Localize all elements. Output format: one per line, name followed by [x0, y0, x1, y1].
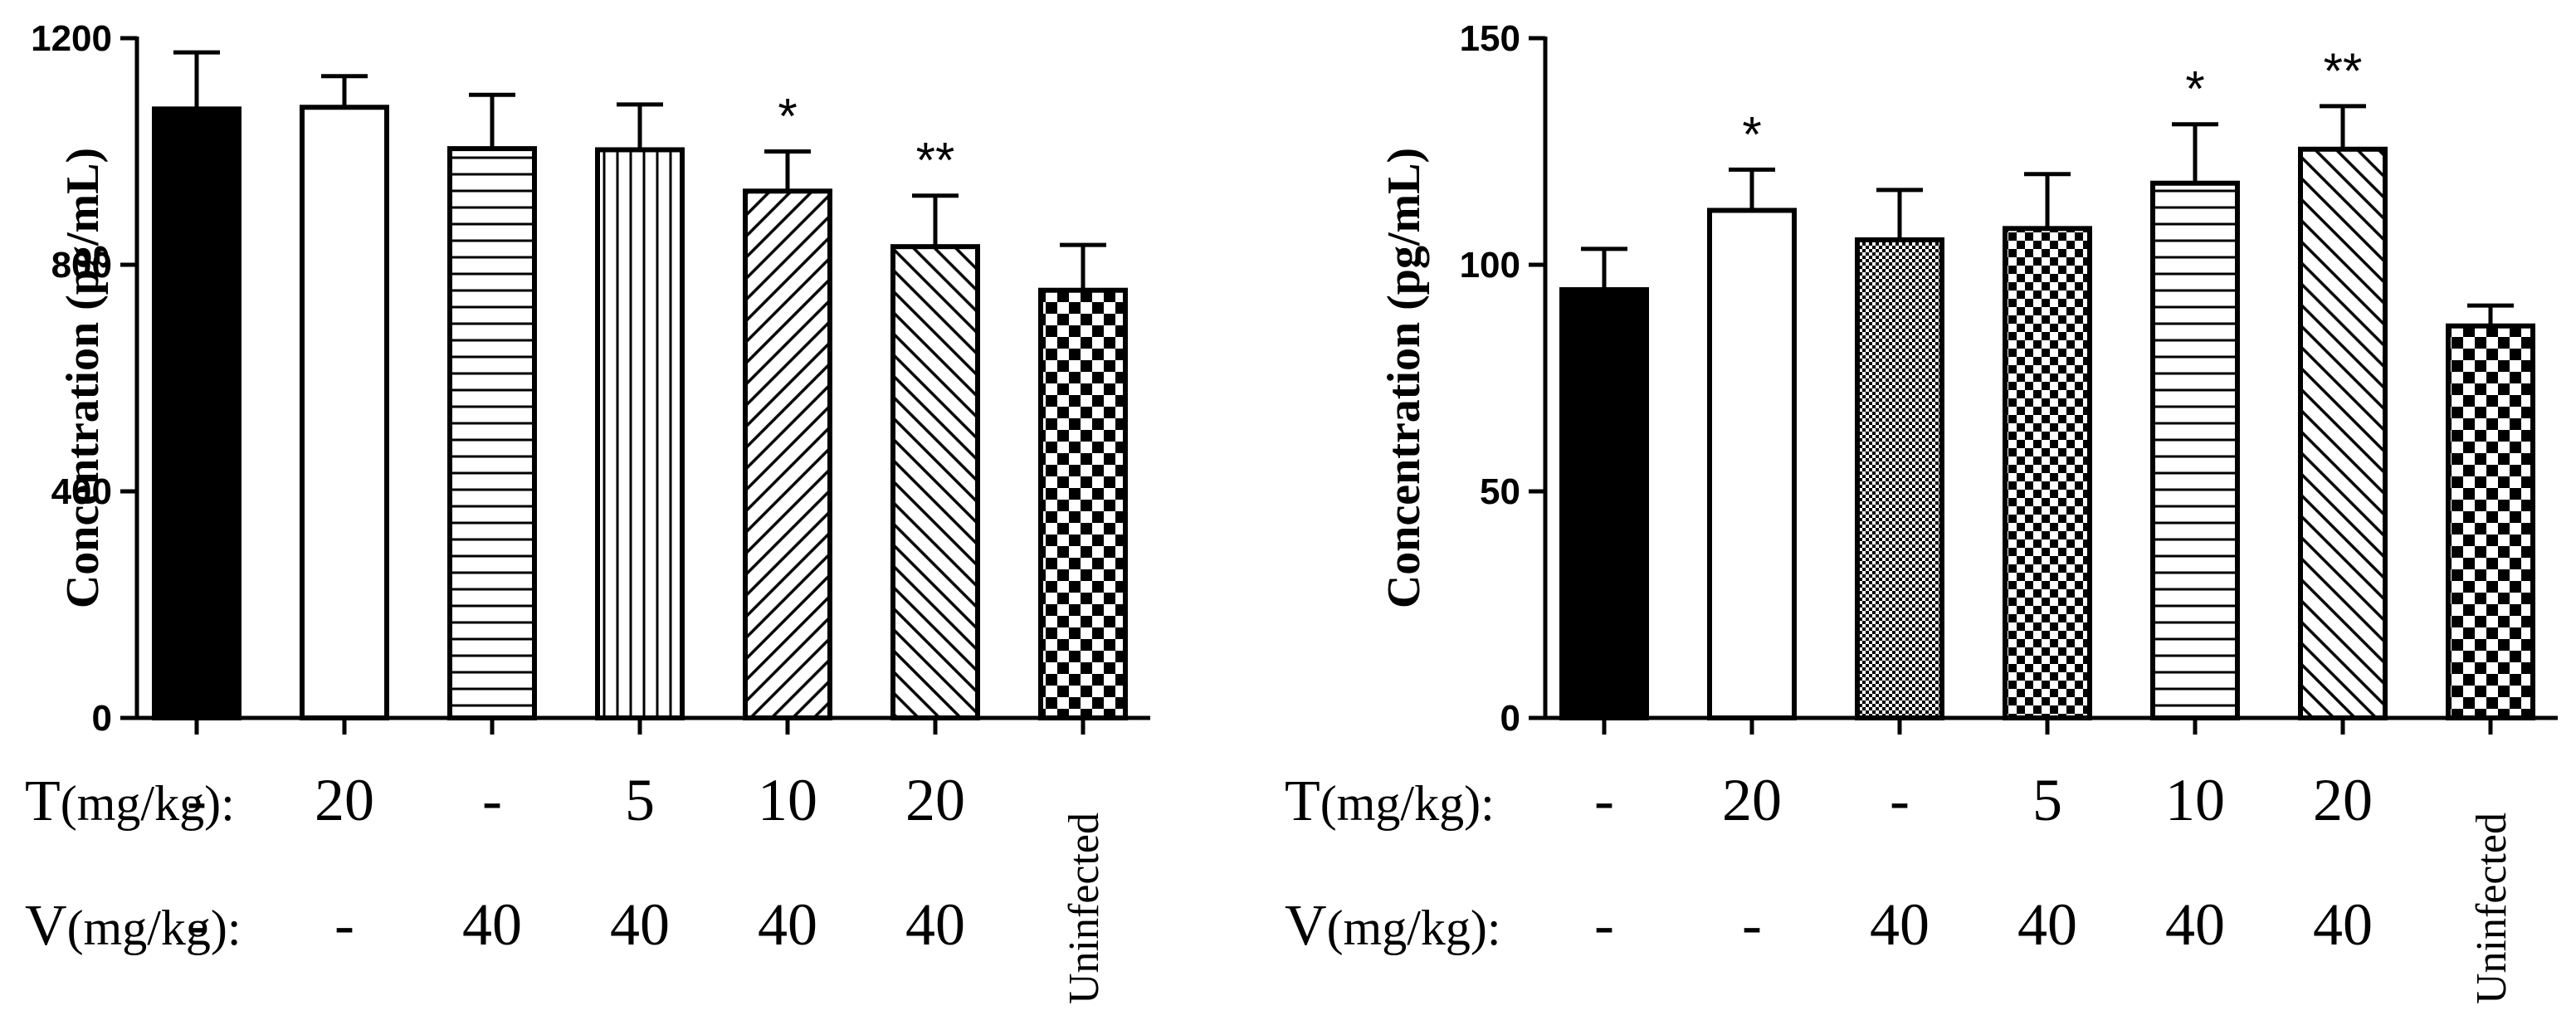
y-tick-label: 0 — [92, 698, 112, 739]
bar — [595, 147, 685, 720]
bar — [2446, 323, 2535, 720]
row-label-t: T(mg/kg): — [25, 769, 235, 833]
bar — [152, 106, 242, 720]
v-dose-label: 40 — [2017, 891, 2077, 958]
v-dose-label: 40 — [610, 891, 670, 958]
row-label-letter: T — [25, 769, 61, 833]
row-label-v: V(mg/kg): — [1285, 894, 1501, 958]
bar — [2298, 146, 2388, 720]
significance-marker: ** — [2324, 43, 2363, 99]
y-tick-label: 800 — [51, 245, 112, 286]
y-tick-label: 0 — [1500, 698, 1520, 739]
bar — [890, 244, 980, 721]
y-tick-label: 50 — [1480, 471, 1520, 512]
t-dose-label: 5 — [625, 767, 655, 833]
v-dose-label: - — [187, 891, 207, 958]
bar — [2003, 226, 2092, 720]
category-label-vertical: Uninfected — [1061, 813, 1108, 1004]
v-dose-label: 40 — [905, 891, 965, 958]
y-tick-label: 150 — [1460, 18, 1520, 59]
bar — [743, 188, 832, 720]
category-label-vertical: Uninfected — [2468, 813, 2515, 1004]
v-dose-label: 40 — [2313, 891, 2373, 958]
y-tick-label: 1200 — [31, 18, 112, 59]
t-dose-label: 10 — [758, 767, 817, 833]
bar — [2150, 180, 2240, 721]
row-label-letter: V — [1285, 894, 1327, 958]
v-dose-label: 40 — [758, 891, 817, 958]
bar — [447, 146, 537, 720]
bar — [1855, 237, 1944, 721]
row-label-v: V(mg/kg): — [25, 894, 242, 958]
chart-right: Concentration (pg/mL)050100150T(mg/kg):V… — [1285, 18, 2558, 1004]
row-label-unit: (mg/kg): — [61, 776, 235, 831]
significance-marker: * — [2185, 61, 2204, 117]
t-dose-label: 20 — [315, 767, 374, 833]
v-dose-label: 40 — [2165, 891, 2225, 958]
row-label-unit: (mg/kg): — [1327, 901, 1501, 955]
t-dose-label: 20 — [905, 767, 965, 833]
y-tick-label: 400 — [51, 471, 112, 512]
y-tick-label: 100 — [1460, 245, 1520, 286]
v-dose-label: 40 — [462, 891, 522, 958]
row-label-letter: T — [1285, 769, 1320, 833]
chart-left: Concentration (pg/mL)04008001200T(mg/kg)… — [25, 18, 1150, 1004]
t-dose-label: 10 — [2165, 767, 2225, 833]
t-dose-label: - — [482, 767, 502, 833]
bar — [1038, 287, 1128, 720]
significance-marker: * — [1742, 106, 1761, 162]
bar — [300, 105, 389, 720]
t-dose-label: - — [1594, 767, 1614, 833]
significance-marker: ** — [916, 133, 955, 188]
t-dose-label: 20 — [1722, 767, 1782, 833]
v-dose-label: - — [334, 891, 354, 958]
t-dose-label: 20 — [2313, 767, 2373, 833]
v-dose-label: - — [1594, 891, 1614, 958]
row-label-letter: V — [25, 894, 67, 958]
bar — [1559, 287, 1649, 720]
y-axis-label: Concentration (pg/mL) — [1378, 148, 1430, 608]
t-dose-label: - — [1890, 767, 1910, 833]
significance-marker: * — [778, 89, 797, 144]
row-label-unit: (mg/kg): — [67, 901, 242, 955]
t-dose-label: 5 — [2032, 767, 2062, 833]
v-dose-label: 40 — [1870, 891, 1930, 958]
t-dose-label: - — [187, 767, 207, 833]
row-label-t: T(mg/kg): — [1285, 769, 1495, 833]
row-label-unit: (mg/kg): — [1320, 776, 1495, 831]
bar — [1707, 207, 1797, 721]
y-axis-label: Concentration (pg/mL) — [57, 148, 109, 608]
v-dose-label: - — [1742, 891, 1762, 958]
